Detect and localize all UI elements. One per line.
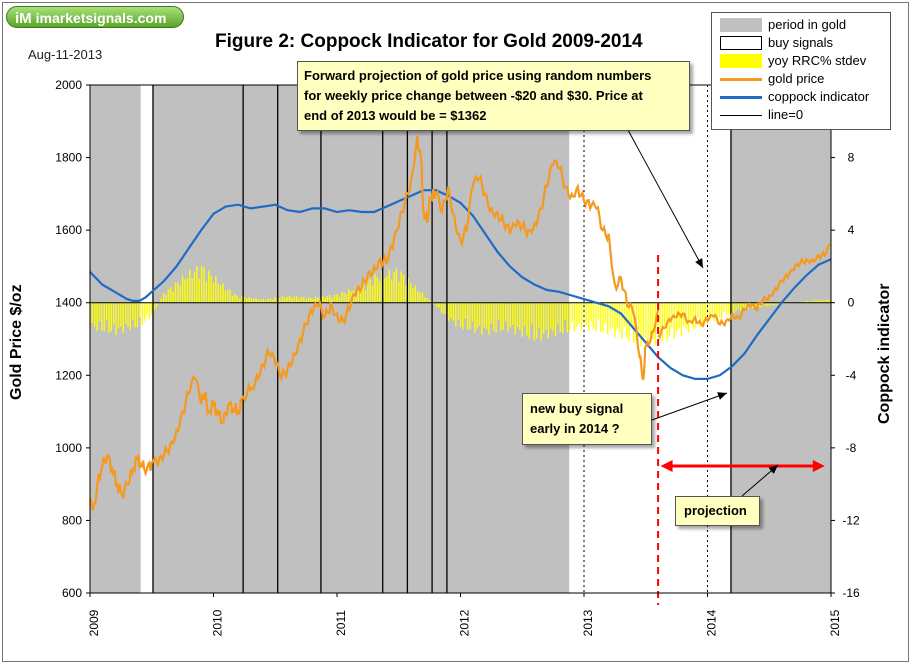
y-left-tick-0: 600: [62, 586, 82, 600]
legend-label-coppock: coppock indicator: [768, 89, 870, 104]
forward-note-line-3: end of 2013 would be = $1362: [304, 108, 487, 123]
legend-entry-buy-signals: buy signals: [712, 34, 890, 52]
y-right-tick-3: -4: [846, 368, 857, 382]
tick-labels: 600 800 1000 1200 1400 1600 1800 2000 -16 -12 -8 -4…: [55, 78, 860, 636]
legend-key-period: [720, 18, 762, 32]
legend-label-period: period in gold: [768, 17, 847, 32]
annotation-arrows: [627, 129, 779, 497]
logo-text: imarketsignals.com: [35, 10, 167, 26]
site-logo: iM imarketsignals.com: [6, 6, 184, 28]
coppock-series: [89, 189, 832, 380]
forward-note-line-2: for weekly price change between -$20 and…: [304, 88, 643, 103]
y-right-tick-0: -16: [842, 586, 860, 600]
logo-mark: iM: [15, 10, 32, 27]
buy-note-arrow-shaft: [651, 392, 728, 421]
x-tick-0: 2009: [87, 609, 101, 636]
projection-markers: [657, 255, 825, 605]
buy-signal-note: new buy signal early in 2014 ?: [522, 393, 652, 445]
y-right-tick-2: -8: [846, 441, 857, 455]
period-band-0: [90, 85, 141, 593]
chart-date: Aug-11-2013: [28, 47, 103, 62]
y-axis-left-label: Gold Price $/oz: [8, 284, 25, 400]
y-left-tick-5: 1600: [55, 223, 82, 237]
legend-entry-gold: gold price: [712, 70, 890, 88]
period-bands: [90, 85, 831, 593]
forward-note-arrow-shaft: [627, 129, 704, 269]
legend-label-buy-signals: buy signals: [768, 35, 834, 50]
y-right-tick-4: 0: [848, 296, 855, 310]
projection-note-arrow-head: [768, 465, 778, 474]
x-tick-4: 2013: [581, 609, 595, 636]
x-tick-3: 2012: [458, 609, 472, 636]
chart-legend: period in gold buy signals yoy RRC% stde…: [711, 12, 891, 130]
legend-key-coppock: [720, 96, 762, 99]
y-right-tick-5: 4: [848, 223, 855, 237]
projection-note-text: projection: [684, 503, 747, 518]
coppock-line: [89, 189, 832, 380]
x-tick-6: 2015: [828, 609, 842, 636]
legend-key-yoy: [720, 54, 762, 68]
buy-note-line-2: early in 2014 ?: [530, 421, 620, 436]
legend-label-yoy: yoy RRC% stdev: [768, 53, 867, 68]
x-tick-5: 2014: [705, 609, 719, 636]
period-band-1: [152, 85, 570, 593]
y-axis-right-label: Coppock indicator: [876, 283, 893, 424]
y-left-tick-6: 1800: [55, 151, 82, 165]
y-left-tick-7: 2000: [55, 78, 82, 92]
x-tick-2: 2011: [334, 610, 348, 636]
gold-price-line: [89, 135, 660, 511]
legend-key-buy-signals: [720, 36, 762, 50]
gold-projection-line: [657, 243, 832, 340]
forward-projection-note: Forward projection of gold price using r…: [297, 61, 690, 131]
buy-note-line-1: new buy signal: [530, 401, 624, 416]
gold-series: [89, 135, 832, 511]
legend-key-gold: [720, 78, 762, 81]
y-left-tick-4: 1400: [55, 296, 82, 310]
y-left-tick-3: 1200: [55, 368, 82, 382]
legend-key-line0: [720, 115, 762, 116]
chart-title: Figure 2: Coppock Indicator for Gold 200…: [215, 31, 643, 52]
x-tick-1: 2010: [211, 609, 225, 636]
legend-entry-coppock: coppock indicator: [712, 88, 890, 106]
y-left-tick-1: 800: [62, 513, 82, 527]
legend-label-gold: gold price: [768, 71, 825, 86]
legend-entry-yoy: yoy RRC% stdev: [712, 52, 890, 70]
projection-arrowhead-right: [812, 460, 825, 472]
y-right-tick-6: 8: [848, 151, 855, 165]
forward-note-arrow-head: [695, 258, 703, 268]
buy-note-arrow-head: [717, 392, 727, 400]
legend-entry-period: period in gold: [712, 16, 890, 34]
projection-note: projection: [675, 496, 760, 526]
projection-arrowhead-left: [660, 460, 673, 472]
legend-entry-line0: line=0: [712, 106, 890, 124]
forward-note-line-1: Forward projection of gold price using r…: [304, 68, 652, 83]
legend-label-line0: line=0: [768, 107, 804, 122]
y-left-tick-2: 1000: [55, 441, 82, 455]
y-right-tick-1: -12: [842, 513, 860, 527]
